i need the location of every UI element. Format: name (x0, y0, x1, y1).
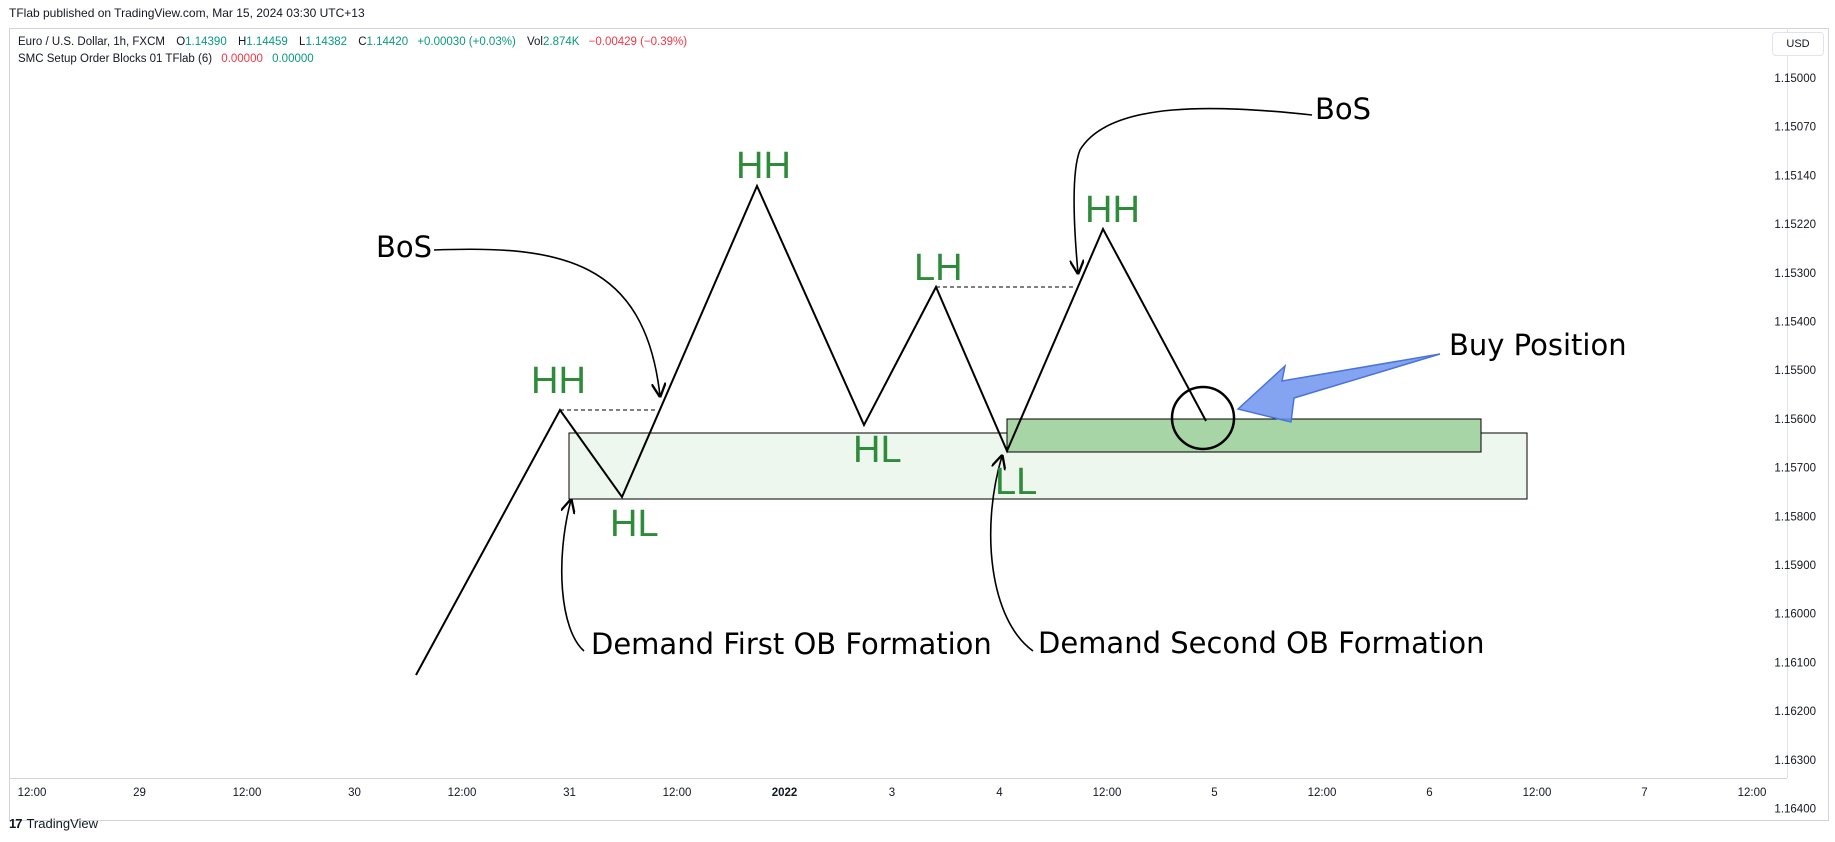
legend-low-value: 1.14382 (305, 36, 348, 48)
time-tick-label: 4 (996, 787, 1003, 799)
legend-high-value: 1.14459 (246, 36, 288, 48)
legend-open-label: O (176, 36, 186, 48)
time-tick-label: 7 (1641, 787, 1647, 799)
buy-position-annotation: Buy Position (1449, 328, 1627, 362)
price-tick-label: 1.15800 (1774, 511, 1816, 523)
legend-vol-change: −0.00429 (−0.39%) (588, 36, 688, 48)
price-tick-label: 1.15140 (1774, 170, 1816, 182)
indicator-value-1: 0.00000 (221, 53, 263, 65)
time-tick-label: 12:00 (18, 787, 47, 799)
time-axis-ticks[interactable]: 12:00 29 12:00 30 12:00 31 12:00 2022 3 4 12:00 5 12… (18, 787, 1767, 799)
swing-label-lh: LH (914, 247, 963, 289)
bos-arrow-2 (1074, 107, 1313, 273)
time-tick-label: 12:00 (233, 787, 262, 799)
legend-vol-value: 2.874K (542, 36, 580, 48)
legend-high-label: H (237, 36, 247, 48)
buy-position-circle (1170, 385, 1236, 451)
time-axis-divider (9, 778, 1787, 779)
demand-arrow-2 (989, 456, 1034, 652)
swing-label-hl-2: HL (853, 429, 902, 471)
order-block-second (1006, 418, 1482, 453)
price-tick-label: 1.15500 (1774, 365, 1816, 377)
demand-arrow-1 (562, 500, 585, 652)
time-tick-label: 12:00 (663, 787, 692, 799)
bos-annotation-1: BoS (376, 230, 432, 264)
swing-label-hh-1: HH (531, 360, 586, 402)
published-caption: TFlab published on TradingView.com, Mar … (9, 6, 365, 20)
time-tick-label: 3 (889, 787, 895, 799)
price-tick-label: 1.16300 (1774, 755, 1816, 767)
time-tick-label: 6 (1426, 787, 1432, 799)
time-tick-label: 12:00 (1093, 787, 1122, 799)
price-tick-label: 1.15400 (1774, 317, 1816, 329)
legend-close-value: 1.14420 (366, 36, 409, 48)
legend-open-value: 1.14390 (185, 36, 227, 48)
time-tick-label: 29 (133, 787, 146, 799)
time-tick-label: 12:00 (1738, 787, 1767, 799)
demand-second-annotation: Demand Second OB Formation (1038, 626, 1484, 660)
price-tick-label: 1.16100 (1774, 657, 1816, 669)
price-tick-label: 1.16200 (1774, 706, 1816, 718)
swing-label-hh-2: HH (736, 145, 791, 187)
time-tick-label: 12:00 (1523, 787, 1552, 799)
time-tick-label: 12:00 (448, 787, 477, 799)
legend-ohlc-row: Euro / U.S. Dollar, 1h, FXCM O1.14390 H1… (18, 34, 687, 51)
swing-label-hl-1: HL (610, 503, 659, 545)
price-tick-label: 1.15070 (1774, 122, 1816, 134)
time-tick-label: 2022 (772, 787, 798, 799)
price-tick-label: 1.15220 (1774, 219, 1816, 231)
price-tick-label: 1.15700 (1774, 463, 1816, 475)
price-tick-label: 1.16000 (1774, 609, 1816, 621)
price-axis-ticks[interactable]: 1.15000 1.15070 1.15140 1.15220 1.15300 1.154… (1774, 73, 1816, 816)
tradingview-logo-icon: 17 (9, 816, 23, 831)
legend-low-label: L (299, 36, 306, 48)
price-axis-divider (1787, 28, 1788, 778)
price-swing-line (415, 183, 1207, 676)
price-tick-label: 1.16400 (1774, 804, 1816, 816)
time-tick-label: 30 (348, 787, 361, 799)
time-tick-label: 5 (1211, 787, 1217, 799)
buy-position-arrow (1236, 353, 1441, 423)
swing-label-ll: LL (995, 461, 1037, 503)
legend-close-label: C (358, 36, 367, 48)
legend-vol-label: Vol (526, 36, 543, 48)
demand-first-annotation: Demand First OB Formation (591, 627, 992, 661)
chart-legend: Euro / U.S. Dollar, 1h, FXCM O1.14390 H1… (18, 34, 687, 68)
legend-symbol[interactable]: Euro / U.S. Dollar, 1h, FXCM (18, 36, 165, 48)
indicator-value-2: 0.00000 (272, 53, 314, 65)
time-tick-label: 12:00 (1308, 787, 1337, 799)
tradingview-brand: TradingView (26, 816, 99, 831)
legend-indicator-row: SMC Setup Order Blocks 01 TFlab (6) 0.00… (18, 51, 687, 68)
price-tick-label: 1.15900 (1774, 560, 1816, 572)
indicator-name[interactable]: SMC Setup Order Blocks 01 TFlab (6) (18, 53, 213, 65)
price-tick-label: 1.15000 (1774, 73, 1816, 85)
time-tick-label: 31 (563, 787, 576, 799)
currency-button[interactable]: USD (1772, 32, 1824, 56)
chart-frame[interactable] (9, 28, 1829, 821)
tradingview-footer[interactable]: 17 TradingView (9, 816, 98, 831)
price-tick-label: 1.15600 (1774, 414, 1816, 426)
bos-annotation-2: BoS (1315, 92, 1371, 126)
price-tick-label: 1.15300 (1774, 268, 1816, 280)
swing-label-hh-3: HH (1085, 189, 1140, 231)
legend-change-value: +0.00030 (+0.03%) (417, 36, 516, 48)
bos-arrow-1 (433, 248, 660, 396)
